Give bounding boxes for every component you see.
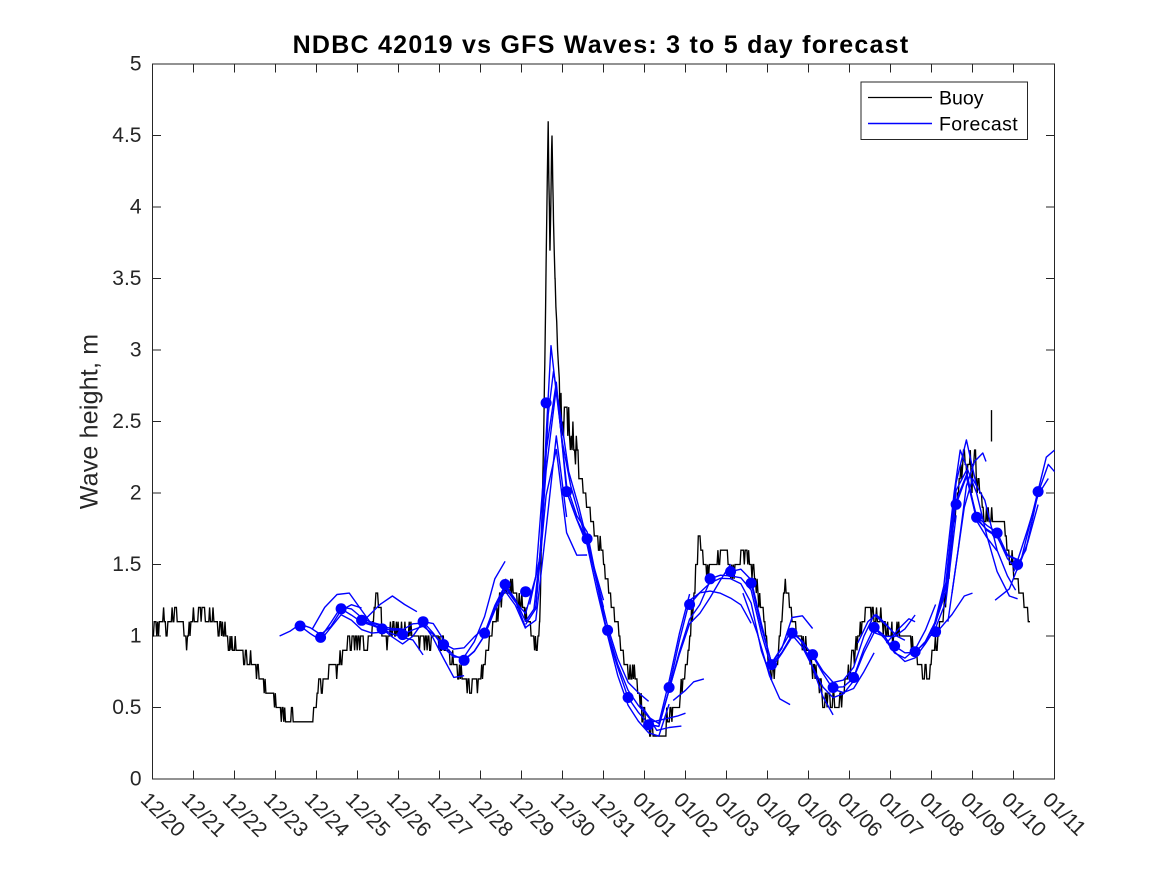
svg-text:0: 0 — [130, 768, 142, 791]
svg-text:Forecast: Forecast — [939, 114, 1018, 136]
svg-text:Buoy: Buoy — [939, 88, 984, 110]
svg-text:1.5: 1.5 — [112, 553, 141, 576]
svg-text:5: 5 — [130, 53, 142, 76]
svg-text:4: 4 — [130, 196, 142, 219]
svg-text:4.5: 4.5 — [112, 124, 141, 147]
svg-text:1: 1 — [130, 625, 142, 648]
svg-text:Wave height, m: Wave height, m — [76, 334, 104, 510]
svg-text:2.5: 2.5 — [112, 410, 141, 433]
svg-text:3.5: 3.5 — [112, 267, 141, 290]
svg-text:0.5: 0.5 — [112, 696, 141, 719]
svg-text:3: 3 — [130, 339, 142, 362]
svg-text:2: 2 — [130, 482, 142, 505]
svg-text:NDBC 42019 vs GFS Waves: 3 to: NDBC 42019 vs GFS Waves: 3 to 5 day fore… — [293, 31, 910, 59]
